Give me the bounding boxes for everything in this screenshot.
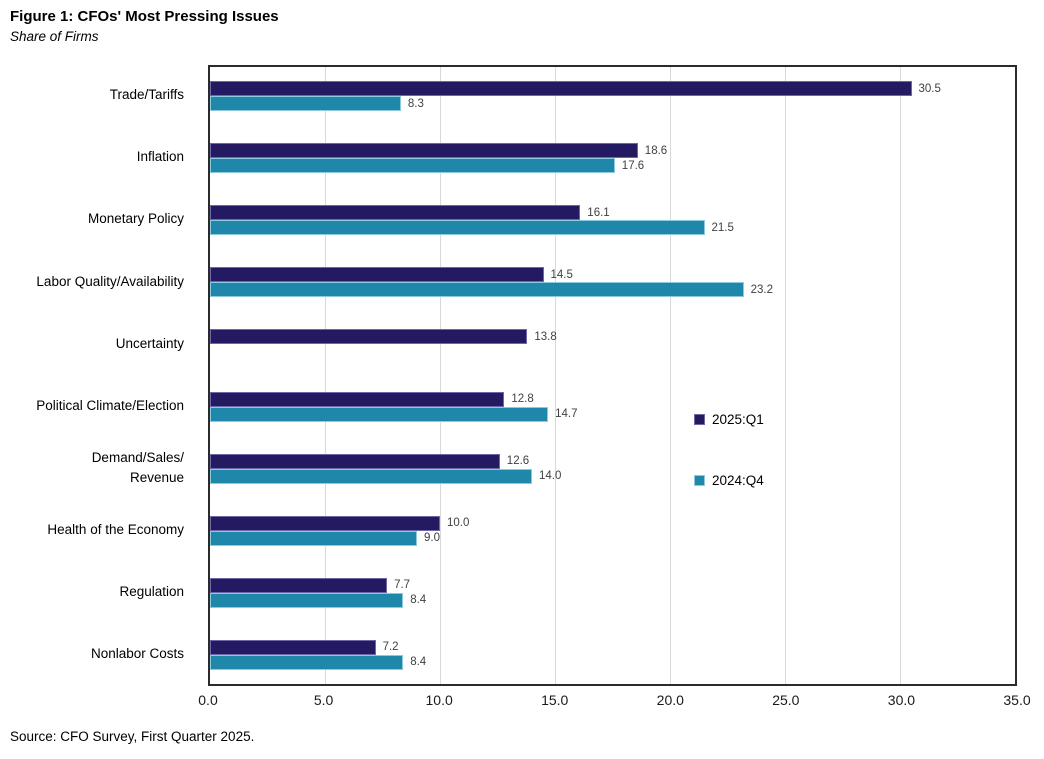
value-label: 14.5 [550, 268, 573, 281]
bar-2024:Q4 [210, 592, 404, 608]
gridlines-layer [210, 67, 1015, 684]
legend-swatch [694, 474, 705, 486]
bar-row: 14.7 [210, 406, 1015, 422]
chart-subtitle: Share of Firms [10, 29, 99, 44]
value-label: 30.5 [918, 82, 941, 95]
bar-row: 8.3 [210, 96, 1015, 111]
bar-row: 8.4 [210, 592, 1015, 608]
x-tick-label: 35.0 [1003, 692, 1031, 708]
bar-2025:Q1 [210, 639, 376, 655]
value-label: 18.6 [644, 144, 668, 157]
bar-2024:Q4 [210, 530, 417, 546]
bar-row: 16.1 [210, 205, 1015, 221]
bar-2025:Q1 [210, 267, 544, 283]
chart-title: Figure 1: CFOs' Most Pressing Issues [10, 8, 279, 25]
gridline [555, 67, 556, 684]
bar-2025:Q1 [210, 453, 500, 469]
category-label: Regulation [119, 584, 184, 600]
bar-2024:Q4 [210, 406, 549, 422]
value-label: 16.1 [587, 206, 610, 219]
gridline [900, 67, 901, 684]
bar-2024:Q4 [210, 468, 532, 484]
bar-row: 12.8 [210, 391, 1015, 407]
x-tick-label: 0.0 [198, 692, 218, 708]
x-tick-label: 10.0 [425, 692, 453, 708]
bar-row: 30.5 [210, 81, 1015, 96]
bar-2025:Q1 [210, 81, 912, 96]
gridline [325, 67, 326, 684]
value-label: 8.4 [410, 656, 427, 669]
bar-row: 21.5 [210, 220, 1015, 236]
bar-row: 7.7 [210, 577, 1015, 593]
x-tick-label: 5.0 [313, 692, 334, 708]
category-label: Demand/Sales/ Revenue [91, 450, 184, 485]
bar-row: 14.5 [210, 267, 1015, 283]
value-label: 8.3 [407, 97, 424, 110]
category-axis: Trade/Tariffs Inflation Monetary Policy Lab… [0, 65, 196, 686]
bar-2024:Q4 [210, 158, 615, 174]
bar-row: 12.6 [210, 453, 1015, 469]
category-label: Inflation [136, 149, 184, 165]
value-label: 12.8 [511, 393, 534, 405]
bar-row: 7.2 [210, 639, 1015, 655]
value-label: 14.7 [555, 408, 578, 420]
bar-row: 9.0 [210, 530, 1015, 546]
category-label: Political Climate/Election [36, 397, 184, 413]
gridline [785, 67, 786, 684]
bar-row: 10.0 [210, 515, 1015, 531]
bar-2025:Q1 [210, 329, 528, 345]
category-label: Labor Quality/Availability [36, 273, 184, 289]
category-label: Uncertainty [115, 335, 184, 351]
bar-2024:Q4 [210, 282, 744, 298]
legend-label: 2024:Q4 [712, 472, 764, 488]
value-label: 23.2 [750, 283, 773, 296]
bar-row: 13.8 [210, 329, 1015, 345]
x-tick-label: 25.0 [772, 692, 800, 708]
value-label: 9.0 [424, 532, 440, 545]
bar-row: 18.6 [210, 143, 1015, 159]
bar-row: 8.4 [210, 654, 1015, 670]
bar-2025:Q1 [210, 515, 440, 531]
bar-row: 23.2 [210, 282, 1015, 298]
value-label: 12.6 [506, 455, 530, 468]
value-label: 21.5 [711, 221, 734, 234]
source-note: Source: CFO Survey, First Quarter 2025. [10, 729, 255, 744]
bar-2025:Q1 [210, 143, 638, 159]
gridline [440, 67, 441, 684]
legend-swatch [694, 413, 705, 425]
bar-row: 14.0 [210, 468, 1015, 484]
bar-2025:Q1 [210, 577, 388, 593]
x-tick-label: 15.0 [541, 692, 569, 708]
gridline [670, 67, 671, 684]
value-label: 17.6 [621, 159, 645, 172]
legend-item: 2024:Q4 [694, 471, 764, 489]
value-label: 7.2 [382, 641, 399, 654]
x-axis: 0.0 5.0 10.0 15.0 20.0 25.0 30.0 35.0 [198, 692, 1030, 712]
legend-item: 2025:Q1 [694, 410, 764, 428]
category-label: Trade/Tariffs [109, 87, 184, 103]
category-label: Monetary Policy [87, 211, 184, 227]
bar-2024:Q4 [210, 96, 401, 111]
bar-2025:Q1 [210, 391, 505, 407]
value-label: 8.4 [410, 594, 427, 607]
bar-row: 17.6 [210, 158, 1015, 174]
plot-area: 30.5 8.3 18.6 17.6 16.1 21.5 14.5 23.2 13.8 12.8 1… [208, 65, 1017, 686]
legend: 2025:Q1 2024:Q4 [210, 67, 1015, 684]
bar-2024:Q4 [210, 654, 404, 670]
x-tick-label: 20.0 [656, 692, 684, 708]
bar-2025:Q1 [210, 205, 581, 221]
legend-label: 2025:Q1 [712, 411, 764, 427]
value-label: 14.0 [539, 470, 562, 483]
bars-layer: 30.5 8.3 18.6 17.6 16.1 21.5 14.5 23.2 13.8 12.8 1… [210, 67, 1015, 684]
value-label: 10.0 [447, 517, 470, 530]
value-label: 13.8 [534, 330, 557, 343]
x-tick-label: 30.0 [887, 692, 916, 708]
category-label: Nonlabor Costs [90, 646, 184, 662]
value-label: 7.7 [394, 579, 411, 592]
category-label: Health of the Economy [47, 521, 184, 537]
bar-2024:Q4 [210, 220, 705, 236]
